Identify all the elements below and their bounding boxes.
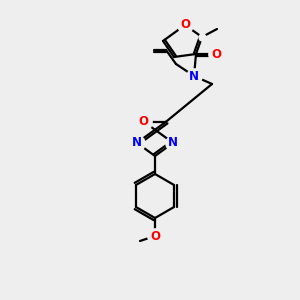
Text: O: O xyxy=(150,230,160,242)
Text: N: N xyxy=(132,136,142,149)
Text: O: O xyxy=(139,115,149,128)
Text: N: N xyxy=(168,136,178,149)
Text: O: O xyxy=(211,47,221,61)
Text: O: O xyxy=(180,19,190,32)
Text: N: N xyxy=(189,70,199,83)
